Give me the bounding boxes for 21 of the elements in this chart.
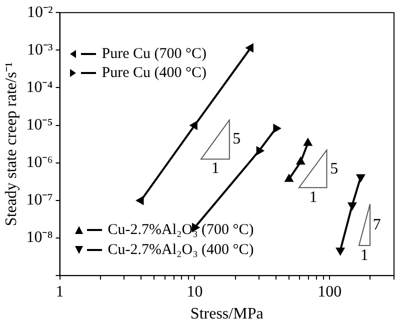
- x-tick-label: 10: [186, 283, 203, 300]
- y-axis-title: Steady state creep rate/s⁻¹: [2, 62, 20, 226]
- annotation: 1: [211, 160, 220, 178]
- annotation: 1: [309, 189, 318, 206]
- y-tick-label: 10⁻⁷: [26, 192, 53, 209]
- y-tick-label: 10⁻⁶: [26, 154, 53, 172]
- y-tick-label: 10⁻²: [26, 4, 53, 21]
- annotation: 1: [360, 247, 368, 264]
- x-tick-label: 1: [56, 283, 64, 300]
- y-tick-label: 10⁻³: [26, 41, 53, 58]
- legend-label: Pure Cu (700 °C): [102, 46, 207, 63]
- annotation: 5: [330, 160, 338, 178]
- annotation: 5: [232, 130, 241, 148]
- y-tick-label: 10⁻⁵: [26, 116, 53, 134]
- legend-label: Pure Cu (400 °C): [102, 64, 207, 82]
- annotation: 7: [372, 216, 381, 234]
- x-tick-label: 100: [318, 283, 342, 300]
- x-axis-title: Stress/MPa: [190, 306, 264, 323]
- legend-label: Cu-2.7%Al₂O₃ (400 °C): [108, 242, 254, 259]
- y-tick-label: 10⁻⁸: [26, 229, 53, 246]
- y-tick-label: 10⁻⁴: [26, 78, 54, 96]
